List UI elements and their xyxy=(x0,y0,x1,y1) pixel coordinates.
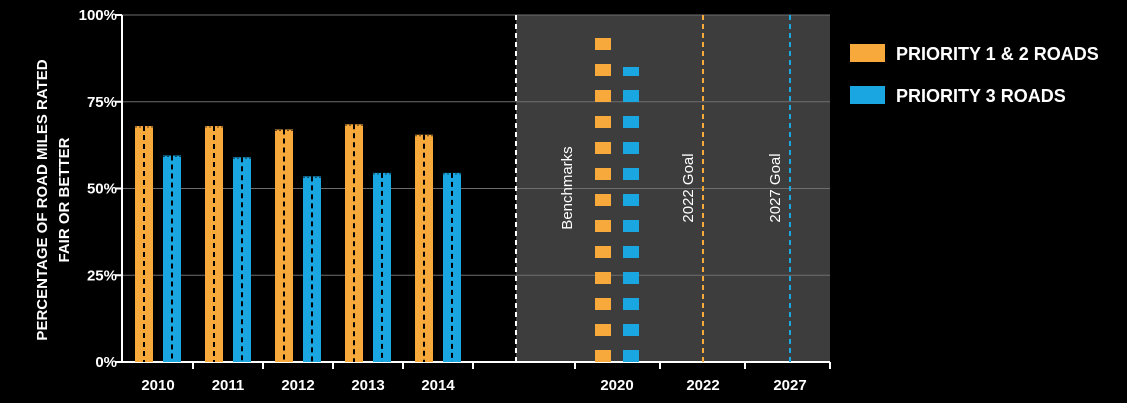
x-tick-label: 2013 xyxy=(351,377,384,394)
x-tick-label: 2020 xyxy=(600,377,633,394)
x-tick-label: 2014 xyxy=(421,377,455,394)
x-tick-label: 2011 xyxy=(212,377,245,394)
legend-swatch-priority12 xyxy=(850,44,885,62)
y-tick-label: 0% xyxy=(95,354,117,371)
x-tick-label: 2022 xyxy=(686,377,719,394)
y-tick-label: 50% xyxy=(87,181,117,198)
x-tick-label: 2012 xyxy=(281,377,314,394)
bar-priority12-2014 xyxy=(415,134,433,362)
y-tick-label: 100% xyxy=(79,7,117,24)
legend-label-priority12: PRIORITY 1 & 2 ROADS xyxy=(896,44,1099,64)
y-tick-label: 25% xyxy=(87,267,117,284)
x-tick-label: 2010 xyxy=(141,377,174,394)
legend-swatch-priority3 xyxy=(850,86,885,104)
y-axis-title: PERCENTAGE OF ROAD MILES RATED FAIR OR BE… xyxy=(34,59,73,340)
y-tick-label: 75% xyxy=(87,94,117,111)
benchmarks-label: Benchmarks xyxy=(559,146,576,229)
goal-label-2027: 2027 Goal xyxy=(767,153,784,222)
legend-label-priority3: PRIORITY 3 ROADS xyxy=(896,86,1066,106)
bar-priority12-2012 xyxy=(275,129,293,362)
y-axis-title-line: PERCENTAGE OF ROAD MILES RATED xyxy=(34,59,51,340)
goal-label-2022: 2022 Goal xyxy=(680,153,697,222)
y-axis-title-line: FAIR OR BETTER xyxy=(56,137,73,262)
x-tick-label: 2027 xyxy=(773,377,806,394)
